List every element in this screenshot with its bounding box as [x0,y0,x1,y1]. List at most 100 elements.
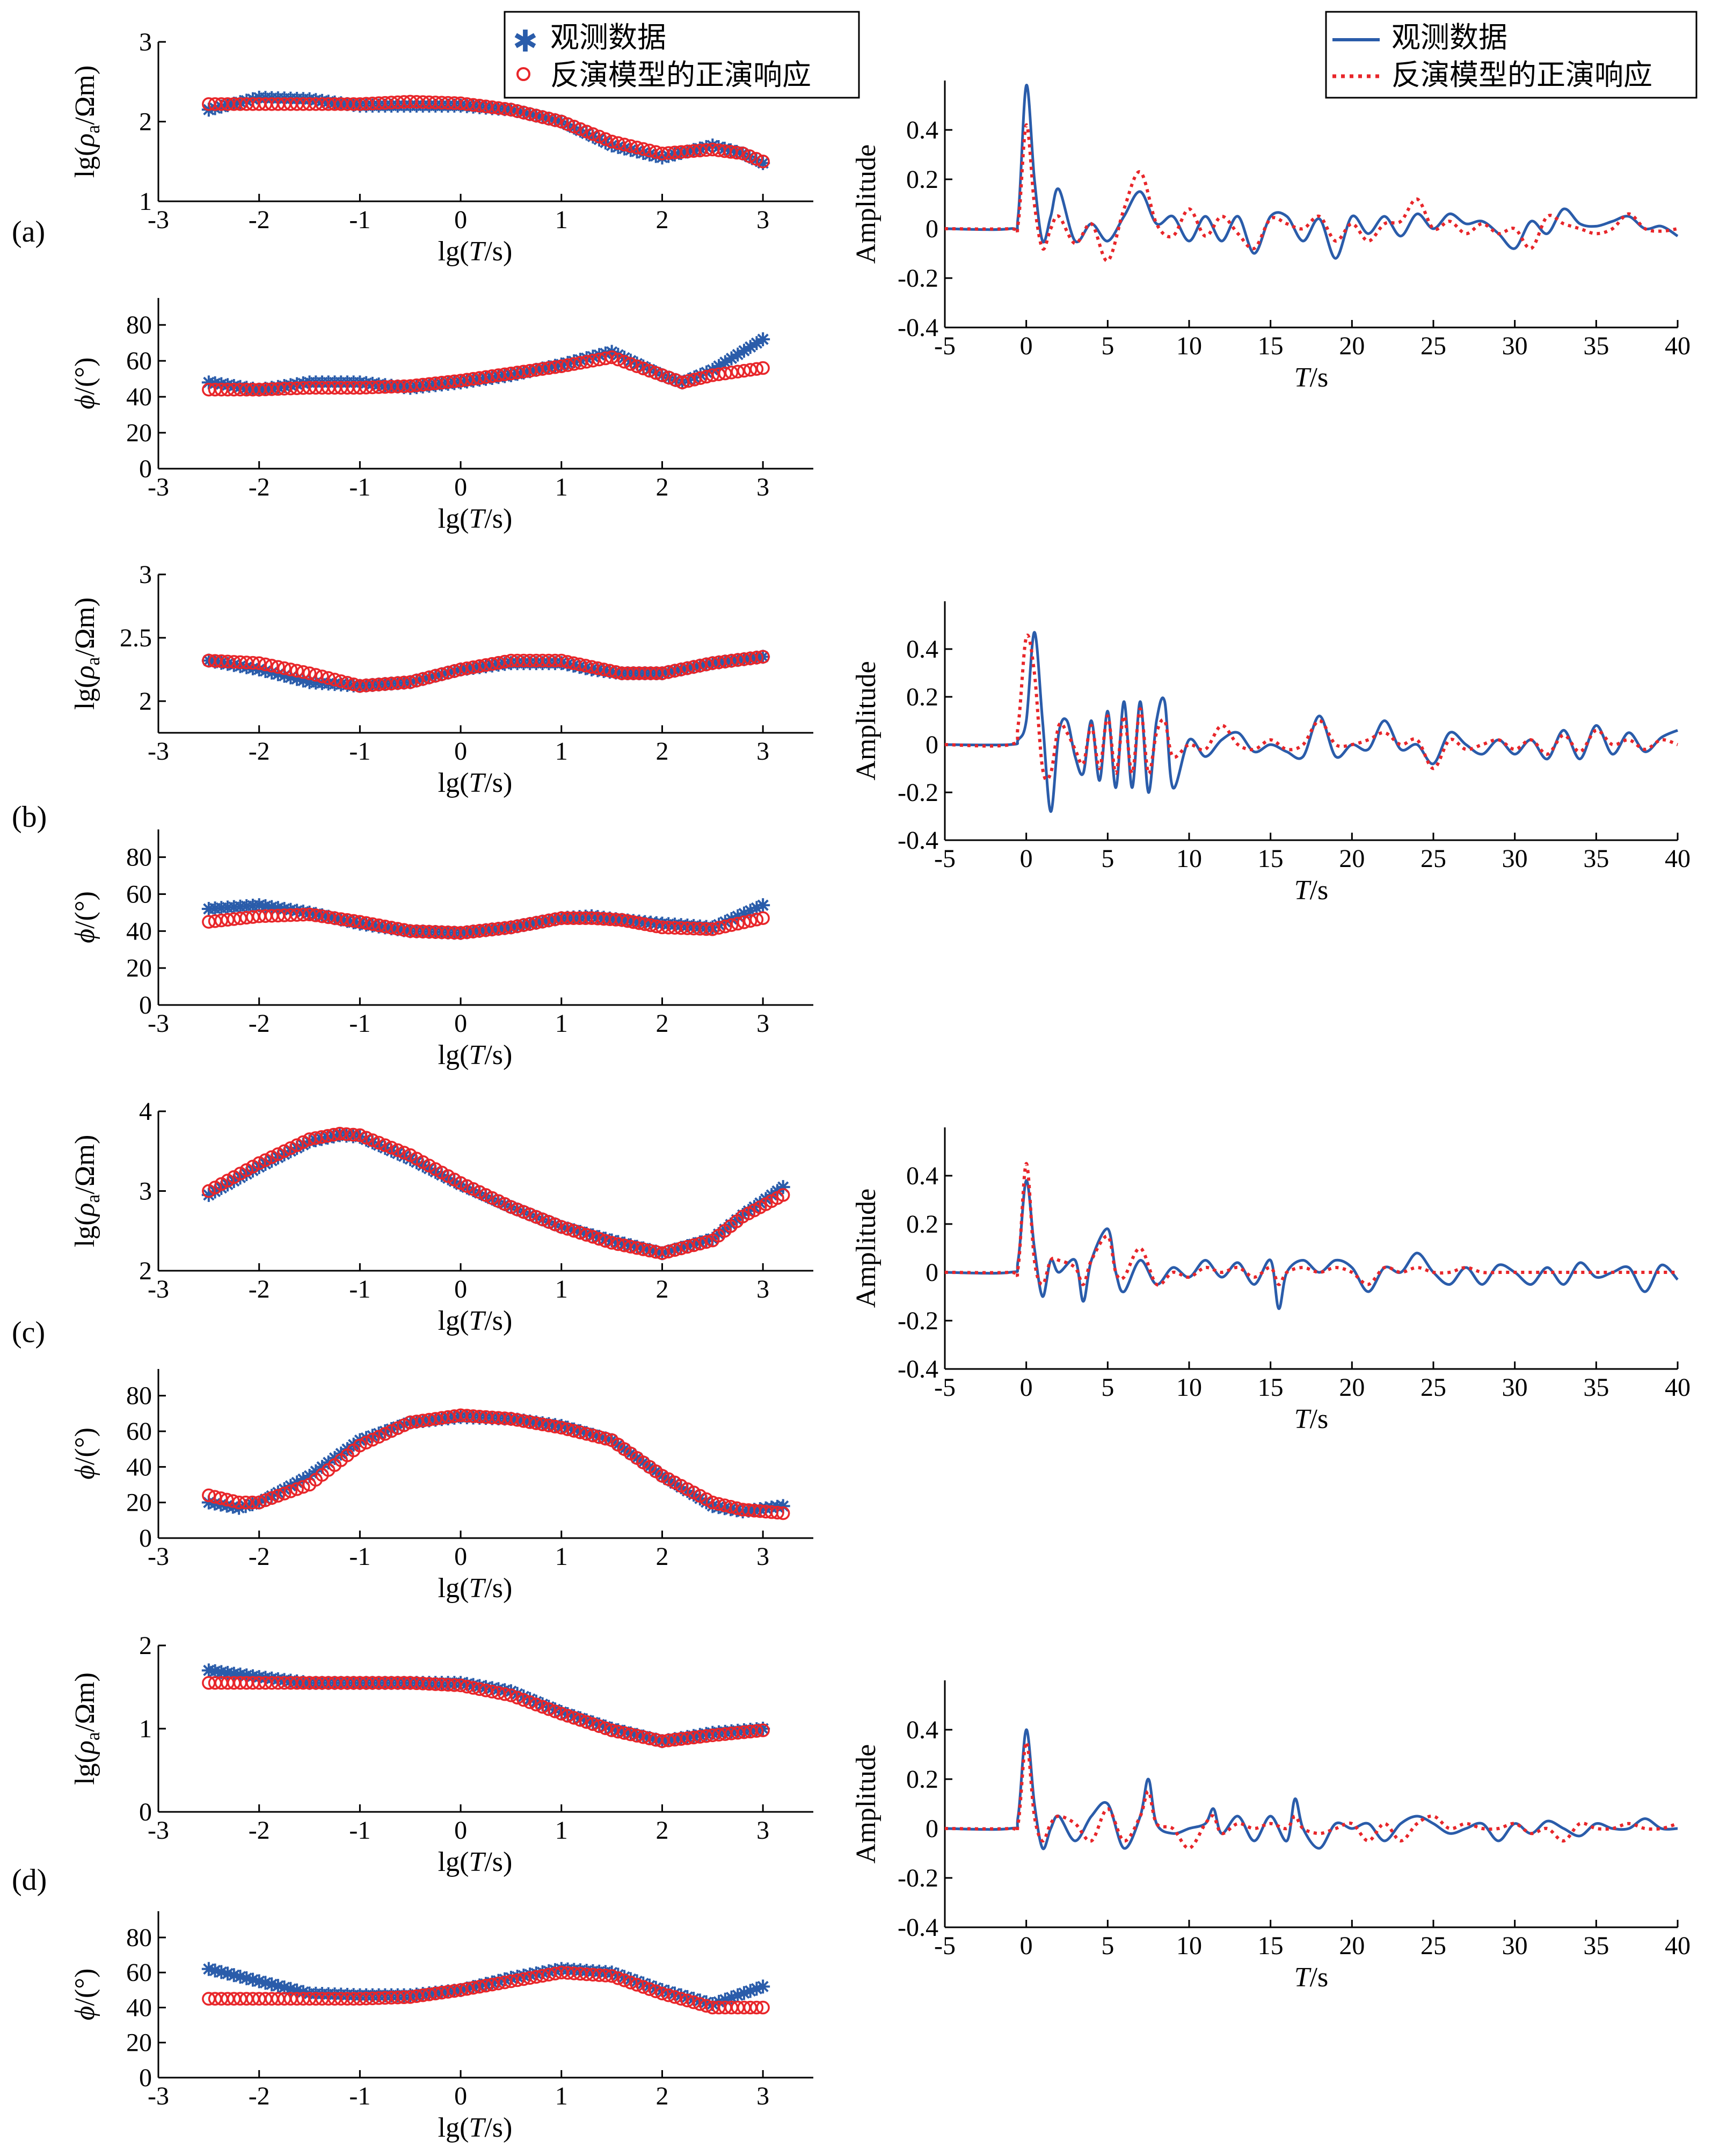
panel-c-rho-model-point [353,1128,367,1142]
panel-c-rho-y-tick-label: 3 [139,1177,152,1206]
panel-c-phase-y-axis-label: ϕ/(°) [70,1427,100,1480]
panel-b-phase-model-point [353,915,367,929]
panel-c-rho-model-point [466,1182,480,1196]
panel-d-rho-model-point [579,1715,594,1729]
panel-d-amp-x-tick-label: 0 [1020,1932,1033,1960]
panel-c-phase-y-tick-label: 20 [126,1489,152,1517]
panel-d-phase-y-axis-label: ϕ/(°) [70,1969,100,2021]
panel-a-phase-model-point [555,359,569,373]
panel-c-rho-model-point [655,1246,669,1261]
panel-a-amp-x-tick-label: 35 [1583,332,1609,360]
panel-a-rho-model-point [548,113,562,127]
panel-b-rho-model-point [435,667,449,681]
panel-a-phase-model-point [504,366,518,381]
panel-b-rho-model-point [466,660,480,674]
panel-a-rho-model-point [573,122,587,136]
panel-c-phase-model-point [441,1410,455,1424]
panel-b-phase-model-point [516,918,531,932]
panel-b-rho-model-point [321,671,336,685]
panel-c-rho-model-point [599,1234,613,1248]
panel-c-rho-model-point [643,1243,657,1258]
panel-a-rho-model-point [555,114,569,129]
panel-b: -3 -2 -1 0 1 2 3 2 2.5 3 lg(T/s) lg(ρa/Ωm) -3 -2 -1 0 1 2… [70,560,1691,1070]
panel-d-phase-observed-point [258,1976,273,1990]
panel-c-rho-model-point [668,1243,682,1257]
panel-b-phase-model-point [724,918,739,932]
panel-b-amp-observed-line [944,631,1678,813]
panel-b-rho-x-tick-label: 1 [555,737,568,766]
panel-d-phase-model-point [479,1978,493,1993]
panel-a-amp-y-tick-label: 0 [926,215,938,243]
panel-c-amp-y-tick-label: 0 [926,1258,938,1287]
panel-d-phase-observed-point [756,1979,770,1994]
legend-right-observed-label: 观测数据 [1392,21,1507,54]
panel-c-amp-y-tick-label: 0.4 [906,1162,938,1190]
panel-b-rho-model-point [699,657,713,672]
panel-c-rho-model-point [397,1146,411,1160]
panel-b-rho-model-point [410,673,424,688]
panel-c-rho-x-tick-label: -3 [148,1275,169,1303]
panel-d-rho-model-point [624,1727,638,1742]
panel-a-rho-model-point [636,142,651,156]
panel-d-rho-model-point [491,1686,506,1700]
panel-c-phase-model-point [271,1489,285,1503]
panel-c-phase-model-point [428,1412,442,1426]
panel-c-rho-model-point [516,1205,531,1219]
panel-c-phase-model-point [366,1433,380,1447]
panel-a-phase-x-tick-label: -2 [249,473,270,501]
legend-left-observed-marker: ✱ [513,25,538,59]
panel-b-phase-y-tick-label: 40 [126,917,152,945]
panel-a-phase-model-point [586,353,600,368]
panel-a-phase-model-point [617,355,631,369]
panel-d-phase-observed-point [277,1980,292,1994]
panel-c-phase-model-point [535,1417,550,1431]
panel-b-phase-observed-point [737,906,751,921]
panel-c-rho-model-point [542,1215,556,1229]
panel-d-phase-model-point [674,1992,688,2006]
panel-b-phase-model-point [756,911,770,925]
panel-a-phase-x-tick-label: -3 [148,473,169,501]
panel-d-rho-model-series [202,1676,770,1748]
panel-c-rho-model-point [567,1224,581,1238]
panel-a-rho-model-point [756,155,770,169]
legend-right: 观测数据 反演模型的正演响应 [1325,11,1698,99]
panel-d-rho-y-axis-label: lg(ρa/Ωm) [70,1672,104,1785]
panel-a-rho-model-point [523,107,537,121]
panel-a-phase-model-point [737,363,751,378]
panel-b-rho-model-point [749,651,764,665]
panel-a-phase-y-tick-label: 20 [126,419,152,447]
panel-a-phase-model-point [573,356,587,370]
panel-a-rho-model-point [460,97,474,111]
panel-b-amp-x-tick-label: 10 [1176,844,1202,873]
panel-d-rho-model-point [454,1678,468,1693]
panel-d-rho-x-tick-label: 3 [756,1816,769,1845]
panel-a-phase-model-point [624,357,638,371]
panel-b-phase-model-point [378,919,392,934]
panel-b-phase-x-tick-label: 1 [555,1009,568,1038]
panel-c-phase-observed-point [296,1472,310,1487]
panel-c-rho-model-point [636,1242,651,1256]
panel-b-amp-x-tick-label: 0 [1020,844,1033,873]
panel-c-rho-model-point [359,1131,373,1145]
panel-b-rho-x-tick-label: 3 [756,737,769,766]
panel-c-rho-model-point [265,1150,279,1164]
panel-a-phase-model-point [724,366,739,380]
panel-a-amp-y-tick-label: -0.2 [898,264,938,293]
panel-c-phase-model-point [529,1416,543,1430]
panel-c-phase-x-axis-label: lg(T/s) [438,1573,513,1604]
panel-a-phase-model-point [743,363,757,377]
panel-c-phase-model-point [542,1418,556,1433]
panel-a-phase-model-point [560,358,575,372]
panel-d-phase-y-tick-label: 20 [126,2029,152,2057]
panel-b-amp-x-tick-label: 35 [1583,844,1609,873]
panel-a-phase-model-point [636,361,651,376]
panel-b-phase-model-point [371,918,386,933]
panel-a-rho-x-tick-label: -3 [148,206,169,234]
panel-b-amp-x-tick-label: 20 [1339,844,1365,873]
panel-b-phase-model-point [712,921,726,935]
panel-c-rho-model-point [333,1126,347,1141]
panel-c-rho-model-point [378,1138,392,1152]
panel-b-rho-y-axis-label: lg(ρa/Ωm) [70,598,104,710]
panel-c-rho-x-tick-label: -2 [249,1275,270,1303]
panel-b-phase-model-point [359,916,373,930]
